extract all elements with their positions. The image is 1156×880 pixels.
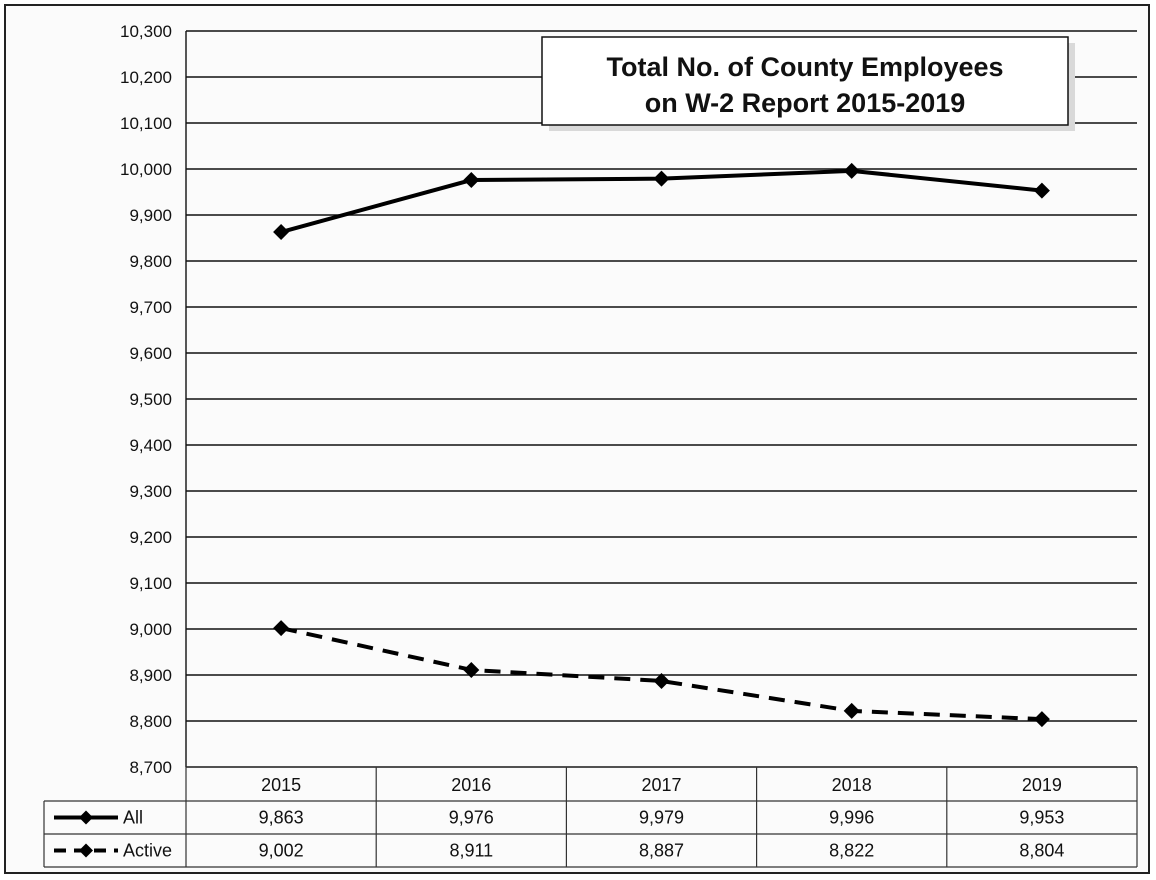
data-table-cell: 9,863 xyxy=(259,808,304,828)
legend-marker-active xyxy=(79,843,93,858)
data-point-all xyxy=(1033,182,1050,199)
y-tick-label: 8,700 xyxy=(129,758,172,777)
data-table: 2015 2016 2017 2018 2019 All 9,863 9,976 9,979 9,… xyxy=(43,766,1138,868)
data-table-cell: 8,911 xyxy=(449,841,493,861)
y-tick-label: 9,200 xyxy=(129,528,172,547)
chart-frame xyxy=(4,4,1150,874)
y-tick-label: 9,000 xyxy=(129,620,172,639)
y-tick-label: 9,300 xyxy=(129,482,172,501)
y-tick-label: 8,800 xyxy=(129,712,172,731)
data-table-cell: 9,976 xyxy=(449,808,494,828)
y-tick-label: 10,200 xyxy=(120,68,172,87)
data-table-cell: 9,002 xyxy=(259,841,304,861)
chart-title-line-2: on W-2 Report 2015-2019 xyxy=(645,88,966,118)
x-category-label: 2018 xyxy=(832,775,872,795)
y-tick-label: 9,800 xyxy=(129,252,172,271)
title-box xyxy=(541,36,1069,126)
x-category-label: 2015 xyxy=(261,775,301,795)
data-table-cell: 8,887 xyxy=(639,841,684,861)
y-tick-label: 9,700 xyxy=(129,298,172,317)
x-category-label: 2016 xyxy=(451,775,491,795)
data-point-active xyxy=(463,661,480,678)
data-point-all xyxy=(653,170,670,187)
legend-label-all: All xyxy=(123,808,143,828)
y-tick-label: 9,600 xyxy=(129,344,172,363)
gridlines xyxy=(185,30,1137,768)
data-point-all xyxy=(273,224,290,241)
data-point-all xyxy=(843,162,860,179)
data-point-active xyxy=(273,620,290,637)
data-table-cell: 8,804 xyxy=(1019,841,1064,861)
data-point-active xyxy=(653,672,670,689)
chart-title-line-1: Total No. of County Employees xyxy=(606,52,1003,82)
y-tick-label: 9,400 xyxy=(129,436,172,455)
data-table-cell: 9,996 xyxy=(829,808,874,828)
data-table-cell: 9,979 xyxy=(639,808,684,828)
data-point-all xyxy=(463,172,480,189)
legend-label-active: Active xyxy=(123,841,172,861)
x-category-label: 2017 xyxy=(641,775,681,795)
y-tick-label: 10,000 xyxy=(120,160,172,179)
y-tick-label: 10,300 xyxy=(120,22,172,41)
y-tick-label: 9,900 xyxy=(129,206,172,225)
legend-marker-all xyxy=(79,810,93,825)
y-tick-label: 10,100 xyxy=(120,114,172,133)
data-point-active xyxy=(843,702,860,719)
x-category-label: 2019 xyxy=(1022,775,1062,795)
data-table-cell: 8,822 xyxy=(829,841,874,861)
y-axis-ticks: 8,700 8,800 8,900 9,000 9,100 9,200 9,300 9,400… xyxy=(120,22,172,777)
chart-title-box: Total No. of County Employees on W-2 Rep… xyxy=(541,36,1075,131)
data-table-cell: 9,953 xyxy=(1019,808,1064,828)
y-tick-label: 9,100 xyxy=(129,574,172,593)
y-tick-label: 8,900 xyxy=(129,666,172,685)
series xyxy=(273,162,1050,728)
y-tick-label: 9,500 xyxy=(129,390,172,409)
data-point-active xyxy=(1033,711,1050,728)
